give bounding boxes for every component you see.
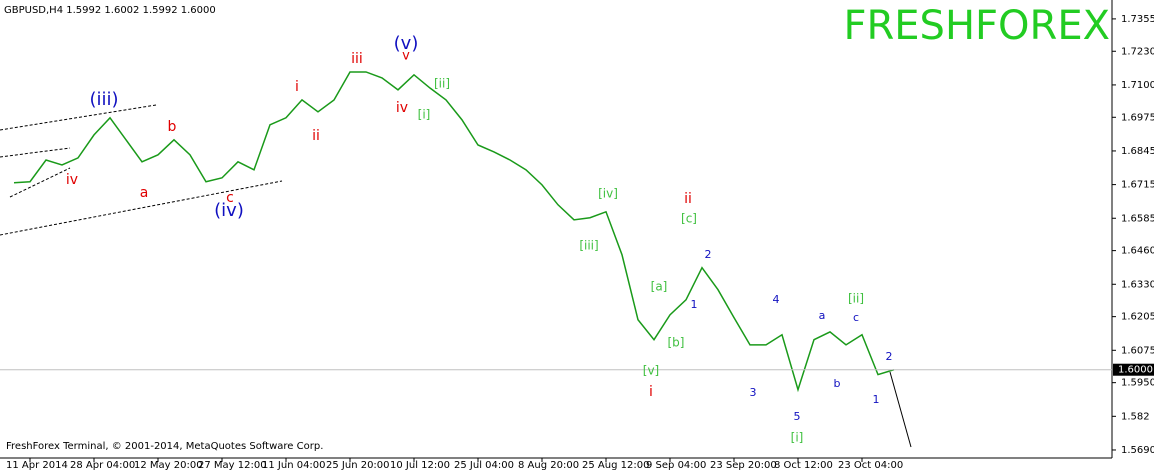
y-tick-label: 1.6975 [1121, 112, 1154, 123]
x-tick-label: 27 May 12:00 [198, 460, 267, 471]
wave-label: ii [684, 191, 692, 207]
x-tick-label: 11 Apr 2014 [6, 460, 68, 471]
wave-label: 1 [691, 298, 698, 311]
y-tick-label: 1.6460 [1121, 246, 1154, 257]
x-tick-label: 23 Oct 04:00 [838, 460, 903, 471]
y-tick-label: 1.6585 [1121, 213, 1154, 224]
x-tick-label: 28 Apr 04:00 [70, 460, 135, 471]
wave-label: [ii] [848, 292, 864, 306]
wave-label: (iii) [89, 89, 118, 110]
y-tick-label: 1.7230 [1121, 46, 1154, 57]
wave-label: i [649, 384, 653, 400]
y-tick-label: 1.6845 [1121, 146, 1154, 157]
wave-label: 2 [705, 248, 712, 261]
wave-label: i [295, 79, 299, 95]
wave-label: b [834, 377, 841, 390]
x-tick-label: 8 Aug 20:00 [518, 460, 579, 471]
wave-label: [ii] [434, 77, 450, 91]
y-tick-label: 1.6715 [1121, 180, 1154, 191]
x-tick-label: 25 Jun 20:00 [326, 460, 390, 471]
watermark: FRESHFOREX [843, 3, 1110, 49]
wave-label: v [402, 49, 410, 64]
wave-label: iv [66, 172, 78, 188]
wave-label: ii [312, 128, 320, 144]
wave-label: c [226, 190, 234, 206]
x-tick-label: 10 Jul 12:00 [390, 460, 450, 471]
current-price-label: 1.6000 [1118, 365, 1153, 376]
y-tick-label: 1.6205 [1121, 312, 1154, 323]
wave-label: 4 [773, 293, 780, 306]
wave-label: 1 [873, 393, 880, 406]
footer: FreshForex Terminal, © 2001-2014, MetaQu… [6, 441, 323, 452]
wave-label: c [853, 311, 859, 324]
y-tick-label: 1.5950 [1121, 378, 1154, 389]
wave-label: [i] [791, 431, 804, 445]
wave-label: [iv] [598, 187, 618, 201]
chart-header: GBPUSD,H4 1.5992 1.6002 1.5992 1.6000 [4, 5, 216, 16]
x-tick-label: 9 Sep 04:00 [646, 460, 706, 471]
wave-label: [iii] [579, 239, 598, 253]
x-tick-label: 12 May 20:00 [134, 460, 203, 471]
y-tick-label: 1.6075 [1121, 345, 1154, 356]
wave-label: [a] [651, 280, 668, 294]
wave-label: 5 [794, 410, 801, 423]
wave-label: (v) [394, 33, 419, 54]
y-tick-label: 1.5690 [1121, 445, 1154, 456]
y-tick-label: 1.582 [1121, 411, 1150, 422]
wave-label: b [168, 119, 177, 135]
wave-label: 2 [886, 350, 893, 363]
current-price-box [1113, 363, 1154, 376]
wave-label: iv [396, 100, 408, 116]
x-tick-label: 11 Jun 04:00 [262, 460, 326, 471]
wave-label: [v] [643, 364, 659, 378]
y-tick-label: 1.7355 [1121, 14, 1154, 25]
wave-label: [b] [668, 336, 685, 350]
wave-label: 3 [750, 386, 757, 399]
x-tick-label: 23 Sep 20:00 [710, 460, 777, 471]
wave-label: iii [351, 51, 363, 67]
wave-label: a [140, 185, 149, 201]
y-tick-label: 1.7100 [1121, 80, 1154, 91]
projection-line [889, 371, 912, 448]
price-line [13, 71, 895, 393]
x-tick-label: 25 Aug 12:00 [582, 460, 649, 471]
wave-label: a [819, 309, 826, 322]
x-tick-label: 25 Jul 04:00 [454, 460, 514, 471]
wave-label: [c] [681, 212, 697, 226]
x-tick-label: 8 Oct 12:00 [774, 460, 833, 471]
wave-label: [i] [418, 108, 431, 122]
channel-lines [0, 104, 283, 236]
wave-label: (iv) [214, 200, 244, 221]
y-tick-label: 1.6330 [1121, 279, 1154, 290]
